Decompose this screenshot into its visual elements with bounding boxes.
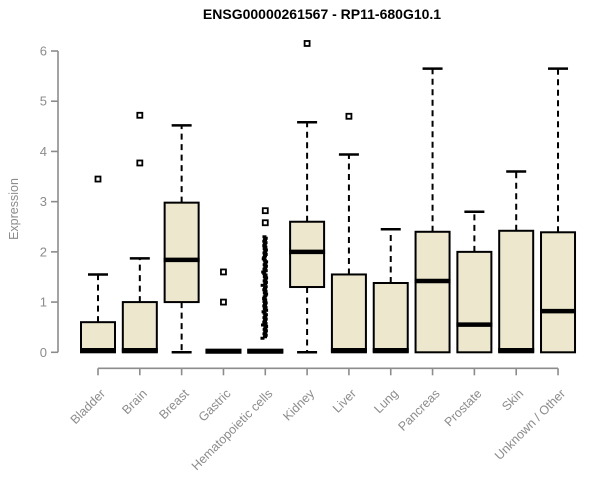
- outlier-stack-point-hematopoietic-cells: [262, 235, 267, 239]
- x-tick-label-breast: Breast: [156, 386, 192, 422]
- x-tick-label-gastric: Gastric: [196, 387, 234, 425]
- x-tick-label-hematopoietic-cells: Hematopoietic cells: [189, 387, 276, 474]
- box-liver: [330, 273, 367, 354]
- box-bladder: [80, 321, 116, 354]
- outlier-stack-point-hematopoietic-cells: [264, 324, 269, 328]
- outlier-hematopoietic-cells: [261, 207, 269, 215]
- outlier-liver: [345, 112, 353, 120]
- x-tick-label-liver: Liver: [330, 387, 359, 416]
- y-tick-label: 2: [40, 244, 47, 259]
- outlier-brain: [136, 111, 144, 119]
- box-prostate: [456, 250, 493, 354]
- box-pancreas: [414, 230, 451, 354]
- outlier-brain: [136, 159, 144, 167]
- outlier-stack-point-hematopoietic-cells: [261, 270, 266, 274]
- outlier-hematopoietic-cells: [261, 219, 269, 227]
- box-skin: [498, 229, 535, 354]
- box-brain: [121, 301, 158, 354]
- outlier-stack-point-hematopoietic-cells: [260, 283, 265, 287]
- box-unknown-other: [540, 231, 577, 354]
- x-tick-label-bladder: Bladder: [68, 387, 108, 427]
- y-tick-label: 4: [40, 144, 47, 159]
- y-tick-label: 1: [40, 295, 47, 310]
- x-tick-label-pancreas: Pancreas: [395, 387, 442, 434]
- outlier-stack-point-hematopoietic-cells: [260, 336, 265, 340]
- x-tick-label-unknown-other: Unknown / Other: [492, 387, 568, 463]
- x-tick-label-skin: Skin: [499, 386, 526, 413]
- outlier-kidney: [303, 40, 311, 47]
- y-tick-label: 5: [40, 94, 47, 109]
- x-tick-label-brain: Brain: [119, 386, 150, 417]
- x-tick-label-prostate: Prostate: [442, 386, 485, 429]
- box-kidney: [289, 220, 326, 289]
- box-breast: [163, 201, 200, 304]
- outlier-stack-point-hematopoietic-cells: [261, 323, 266, 327]
- box-lung: [372, 282, 409, 354]
- y-tick-label: 0: [40, 345, 47, 360]
- x-tick-label-kidney: Kidney: [280, 386, 317, 423]
- outlier-bladder: [94, 175, 102, 183]
- y-tick-label: 3: [40, 194, 47, 209]
- outlier-stack-point-hematopoietic-cells: [263, 285, 268, 289]
- x-tick-label-lung: Lung: [371, 386, 401, 416]
- chart-title: ENSG00000261567 - RP11-680G10.1: [202, 6, 442, 22]
- y-tick-label: 6: [40, 44, 47, 59]
- outlier-stack-point-hematopoietic-cells: [261, 310, 266, 314]
- outlier-gastric: [220, 298, 227, 306]
- outlier-gastric: [220, 268, 227, 276]
